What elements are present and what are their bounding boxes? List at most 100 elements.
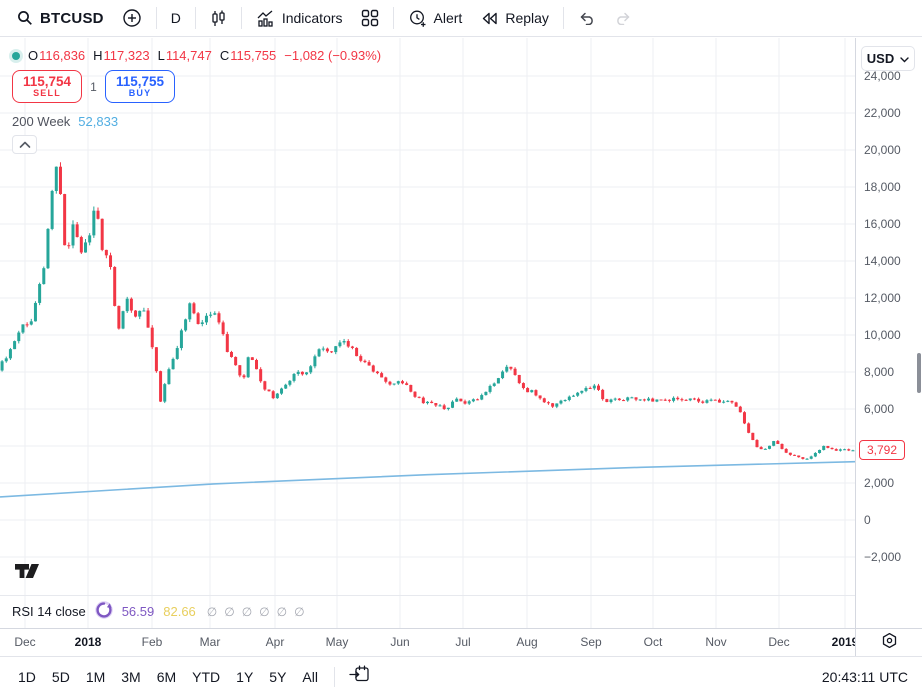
indicators-label: Indicators — [281, 10, 343, 26]
axis-settings-corner[interactable] — [855, 629, 922, 656]
rsi-loading-icon — [95, 601, 113, 622]
plus-circle-icon — [122, 8, 142, 28]
price-axis-label: 12,000 — [864, 291, 901, 305]
grid-layout-icon — [361, 9, 379, 27]
currency-label: USD — [866, 51, 895, 66]
price-axis-label: 16,000 — [864, 217, 901, 231]
time-axis[interactable]: Dec 2018 Feb Mar Apr May Jun Jul Aug Sep Oct Nov Dec… — [0, 628, 922, 656]
redo-button[interactable] — [605, 4, 641, 32]
indicators-icon — [256, 10, 275, 27]
symbol-name: BTCUSD — [40, 9, 104, 27]
range-button-5y[interactable]: 5Y — [269, 668, 287, 685]
time-axis-label[interactable]: Jul — [455, 635, 471, 649]
candles-icon — [210, 10, 227, 27]
undo-arrow-icon — [578, 11, 596, 25]
time-axis-label[interactable]: 2018 — [74, 635, 102, 649]
top-toolbar: BTCUSD D Indicators — [0, 0, 922, 37]
price-change: −1,082 (−0.93%) — [284, 48, 382, 63]
compare-add-symbol-button[interactable] — [113, 4, 151, 32]
last-price-tag: 3,792 — [859, 439, 906, 460]
toolbar-divider — [562, 7, 564, 29]
rsi-legend[interactable]: RSI 14 close 56.59 82.66 ∅∅∅∅∅∅ — [12, 601, 312, 622]
ma-legend[interactable]: 200 Week 52,833 — [12, 114, 118, 129]
time-axis-label[interactable]: Oct — [643, 635, 663, 649]
alert-clock-icon — [408, 9, 427, 28]
calendar-goto-icon — [349, 665, 370, 688]
collapse-legend-button[interactable] — [12, 135, 37, 154]
time-axis-label[interactable]: May — [325, 635, 349, 649]
rsi-value: 56.59 — [121, 604, 155, 619]
price-scale-scrollbar[interactable] — [917, 353, 921, 393]
time-axis-label[interactable]: Dec — [768, 635, 790, 649]
range-button-1m[interactable]: 1M — [85, 668, 106, 685]
alert-button[interactable]: Alert — [399, 4, 472, 32]
go-to-date-button[interactable] — [343, 661, 376, 692]
range-button-ytd[interactable]: YTD — [192, 668, 221, 685]
time-axis-label[interactable]: Nov — [705, 635, 727, 649]
time-axis-label[interactable]: Dec — [14, 635, 36, 649]
rsi-empty-values: ∅∅∅∅∅∅ — [206, 604, 312, 619]
interval-button[interactable]: D — [162, 4, 190, 32]
time-axis-label[interactable]: Feb — [141, 635, 163, 649]
time-axis-label[interactable]: Jun — [390, 635, 410, 649]
time-axis-ticks[interactable]: Dec 2018 Feb Mar Apr May Jun Jul Aug Sep Oct Nov Dec… — [0, 629, 855, 656]
trade-panel: 115,754 SELL 1 115,755 BUY — [12, 70, 175, 103]
time-axis-label[interactable]: 2019 — [831, 635, 855, 649]
undo-button[interactable] — [569, 4, 605, 32]
ohlc-legend[interactable]: O116,836 H117,323 L114,747 C115,755 −1,0… — [12, 48, 381, 63]
symbol-search-button[interactable]: BTCUSD — [8, 4, 113, 32]
ma-value: 52,833 — [78, 114, 119, 129]
ma-200-week-line — [0, 460, 855, 498]
rsi-value-2: 82.66 — [163, 604, 196, 619]
price-axis-label: 0 — [864, 513, 871, 527]
range-button-1d[interactable]: 1D — [18, 668, 36, 685]
main-chart-pane[interactable]: O116,836 H117,323 L114,747 C115,755 −1,0… — [0, 38, 855, 628]
range-button-3m[interactable]: 3M — [121, 668, 141, 685]
tradingview-logo[interactable] — [14, 562, 46, 585]
sell-label: SELL — [33, 87, 61, 98]
toolbar-divider — [194, 7, 196, 29]
session-clock[interactable]: 20:43:11 UTC — [821, 668, 908, 685]
time-axis-label[interactable]: Apr — [265, 635, 285, 649]
bottom-toolbar: 1D 5D 1M 3M 6M YTD 1Y 5Y All 20:43:11 UTC — [0, 656, 922, 696]
sell-button[interactable]: 115,754 SELL — [12, 70, 82, 103]
price-axis-label: 20,000 — [864, 143, 901, 157]
chart-region: O116,836 H117,323 L114,747 C115,755 −1,0… — [0, 38, 922, 628]
currency-unit-button[interactable]: USD — [861, 46, 915, 71]
price-axis-label: 18,000 — [864, 180, 901, 194]
replay-button[interactable]: Replay — [471, 4, 558, 32]
ma-name: 200 Week — [12, 114, 71, 129]
price-axis-label: 14,000 — [864, 254, 901, 268]
replay-rewind-icon — [480, 11, 498, 26]
range-button-1y[interactable]: 1Y — [236, 668, 254, 685]
range-button-all[interactable]: All — [302, 668, 318, 685]
buy-label: BUY — [128, 87, 152, 98]
time-axis-label[interactable]: Sep — [580, 635, 602, 649]
toolbar-divider — [333, 666, 335, 687]
pane-separator[interactable] — [0, 595, 855, 596]
toolbar-divider — [155, 7, 157, 29]
chevron-up-icon — [19, 136, 31, 154]
sell-price: 115,754 — [22, 73, 72, 89]
price-axis-label: −2,000 — [864, 550, 902, 564]
layout-grid-button[interactable] — [352, 4, 388, 32]
spread-value: 1 — [90, 79, 97, 94]
range-button-5d[interactable]: 5D — [51, 668, 70, 685]
interval-label: D — [170, 10, 181, 26]
price-chart-canvas[interactable] — [0, 38, 855, 628]
ohlc-values: O116,836 H117,323 L114,747 C115,755 −1,0… — [28, 48, 382, 63]
toolbar-divider — [392, 7, 394, 29]
redo-arrow-icon — [614, 11, 632, 25]
time-axis-label[interactable]: Mar — [199, 635, 221, 649]
chart-settings-gear-icon — [881, 632, 898, 654]
time-axis-label[interactable]: Aug — [516, 635, 538, 649]
buy-button[interactable]: 115,755 BUY — [105, 70, 175, 103]
price-axis-label: 24,000 — [864, 69, 901, 83]
price-axis[interactable]: 24,000 22,000 20,000 18,000 16,000 14,000 12,0… — [855, 38, 922, 628]
indicators-button[interactable]: Indicators — [247, 4, 352, 32]
chart-style-button[interactable] — [201, 4, 236, 32]
search-icon — [17, 10, 33, 26]
range-button-6m[interactable]: 6M — [156, 668, 177, 685]
price-axis-label: 22,000 — [864, 106, 901, 120]
market-status-dot — [12, 51, 20, 60]
